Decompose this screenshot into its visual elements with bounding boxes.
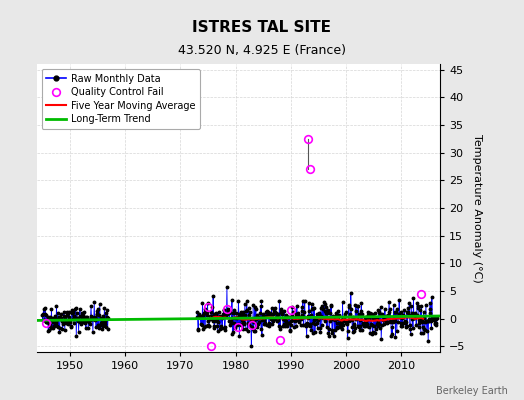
Text: Berkeley Earth: Berkeley Earth <box>436 386 508 396</box>
Text: 43.520 N, 4.925 E (France): 43.520 N, 4.925 E (France) <box>178 44 346 57</box>
Legend: Raw Monthly Data, Quality Control Fail, Five Year Moving Average, Long-Term Tren: Raw Monthly Data, Quality Control Fail, … <box>41 69 200 129</box>
Y-axis label: Temperature Anomaly (°C): Temperature Anomaly (°C) <box>472 134 482 282</box>
Text: ISTRES TAL SITE: ISTRES TAL SITE <box>192 20 332 35</box>
